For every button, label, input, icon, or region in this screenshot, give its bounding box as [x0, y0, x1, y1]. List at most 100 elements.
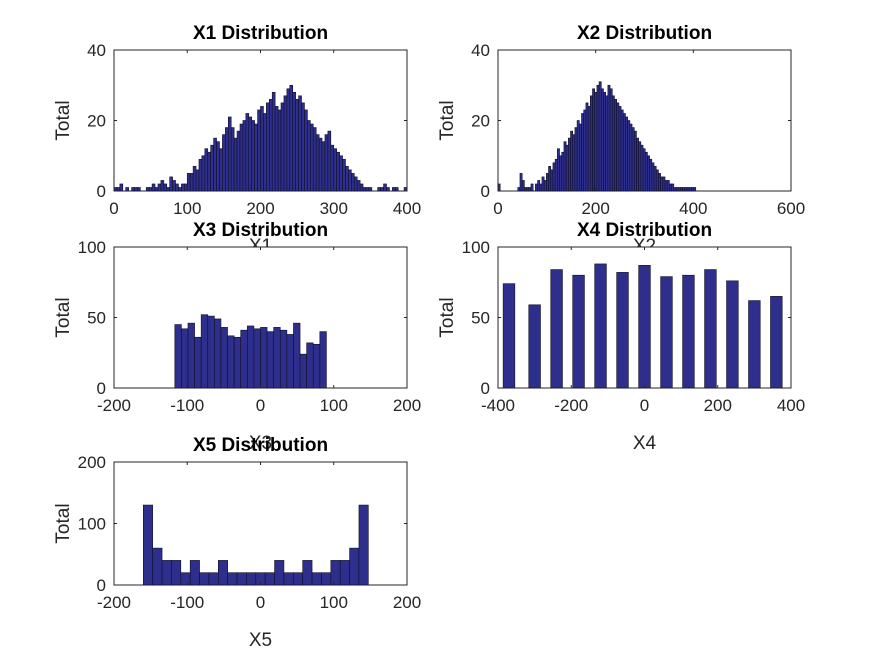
bar — [151, 183, 156, 192]
bar — [227, 335, 235, 389]
bar — [125, 187, 129, 192]
bar — [609, 88, 613, 192]
bar — [119, 183, 124, 192]
subplot-3: -200 -100 0 100 200 0 50 100 X3 Total X3 Distribut… — [53, 220, 421, 454]
x-axis-label: X4 — [633, 433, 657, 454]
bar — [302, 560, 313, 586]
bar — [572, 134, 576, 192]
bar — [358, 504, 369, 586]
bar — [554, 158, 558, 192]
bar — [319, 331, 327, 389]
x-tick-label: -200 — [554, 396, 588, 415]
bar-series — [174, 314, 327, 389]
bar-series — [497, 81, 697, 192]
bar — [600, 88, 604, 192]
chart-title: X3 Distribution — [193, 220, 328, 241]
bar — [565, 144, 569, 192]
bar — [286, 334, 294, 389]
bar — [181, 183, 185, 192]
bar — [675, 187, 679, 192]
bar — [596, 84, 600, 192]
bar — [213, 137, 217, 192]
bar — [622, 113, 626, 192]
bar — [233, 336, 242, 389]
bar — [614, 99, 617, 192]
y-tick-label: 200 — [78, 453, 106, 472]
bar — [236, 130, 241, 192]
bar — [348, 169, 352, 192]
x-tick-label: 100 — [173, 199, 201, 218]
bar — [611, 95, 615, 192]
x-tick-label: 100 — [320, 396, 348, 415]
bar — [189, 173, 194, 192]
bar — [216, 141, 220, 192]
bar — [306, 342, 314, 389]
bar — [664, 180, 668, 192]
bar — [207, 151, 211, 192]
bar — [680, 187, 683, 192]
bar — [693, 187, 697, 192]
bar — [236, 572, 247, 586]
bar — [653, 166, 657, 192]
bar — [726, 280, 739, 389]
bar — [655, 169, 659, 192]
bar — [502, 283, 516, 389]
bar — [289, 84, 294, 192]
bar — [660, 176, 664, 192]
bar — [380, 187, 384, 192]
bar — [266, 102, 270, 192]
bar — [392, 187, 396, 192]
bar — [526, 187, 530, 192]
bar — [268, 99, 273, 192]
bar — [175, 183, 179, 192]
bar — [274, 106, 279, 192]
bar — [315, 134, 320, 192]
bar — [535, 183, 538, 192]
bar — [649, 158, 653, 192]
bar — [530, 183, 534, 192]
bar — [227, 116, 232, 192]
bar — [631, 127, 635, 192]
bar — [273, 327, 281, 389]
bar — [210, 144, 214, 192]
bar — [616, 102, 620, 192]
y-axis-label: Total — [53, 100, 74, 140]
bar — [318, 137, 323, 192]
bar — [581, 113, 585, 192]
bar — [260, 106, 264, 192]
bar — [377, 187, 381, 192]
bar-series — [143, 504, 369, 586]
bar — [362, 187, 367, 192]
bar — [682, 187, 686, 192]
bar — [157, 183, 162, 192]
bar — [383, 183, 387, 192]
bar — [134, 187, 138, 192]
bar — [552, 162, 556, 192]
bar — [145, 187, 150, 192]
bar — [629, 123, 633, 192]
y-tick-label: 40 — [87, 41, 106, 60]
bar — [636, 137, 639, 192]
bar — [161, 560, 172, 586]
bar — [304, 109, 308, 192]
bar — [336, 151, 340, 192]
bar — [266, 331, 274, 389]
bar — [339, 560, 350, 586]
bar — [240, 329, 248, 389]
subplot-2: 020040060002040X2TotalX2 Distribution — [437, 23, 805, 257]
bar — [351, 173, 355, 192]
y-tick-label: 40 — [471, 41, 490, 60]
bar — [620, 109, 624, 192]
bar — [214, 318, 222, 389]
bar — [295, 99, 299, 192]
bar — [222, 134, 226, 192]
bar — [537, 180, 541, 192]
bar — [644, 151, 648, 192]
bar — [365, 187, 370, 192]
bar — [333, 148, 337, 192]
bar — [594, 92, 598, 192]
bar — [651, 162, 655, 192]
bar — [550, 269, 563, 389]
bar — [163, 183, 168, 192]
bar — [171, 560, 182, 586]
